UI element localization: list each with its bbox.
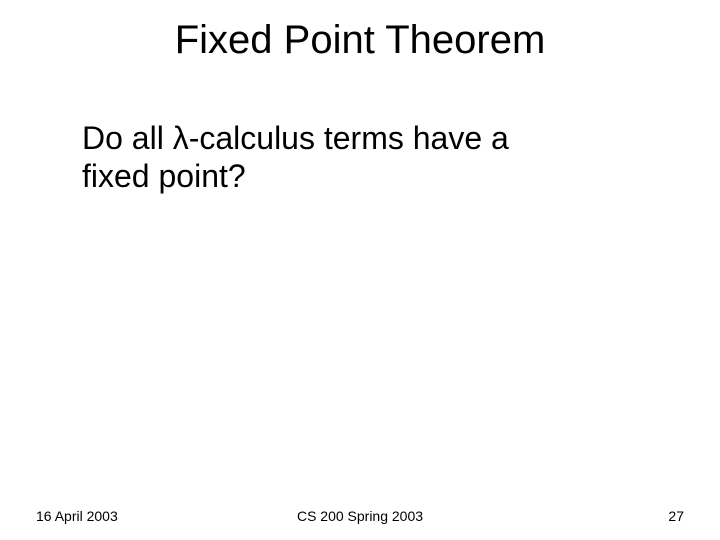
footer-date: 16 April 2003 [36, 508, 118, 524]
footer-course: CS 200 Spring 2003 [297, 508, 423, 524]
body-line-2: fixed point? [82, 157, 638, 195]
footer-page-number: 27 [668, 508, 684, 524]
slide-title: Fixed Point Theorem [0, 0, 720, 63]
slide-body: Do all λ-calculus terms have a fixed poi… [0, 63, 720, 196]
body-line-1: Do all λ-calculus terms have a [82, 119, 638, 157]
